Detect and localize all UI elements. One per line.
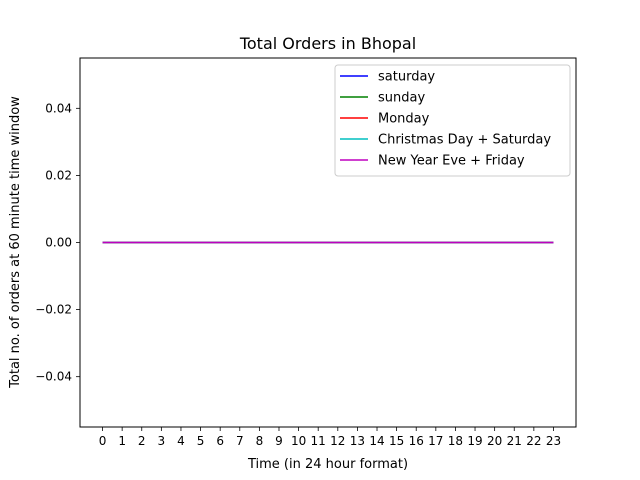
y-tick-label: 0.02 bbox=[45, 168, 72, 182]
x-tick-label: 7 bbox=[236, 434, 244, 448]
x-tick-label: 10 bbox=[291, 434, 306, 448]
x-tick-label: 12 bbox=[330, 434, 345, 448]
y-tick-label: −0.02 bbox=[35, 303, 72, 317]
legend-label: sunday bbox=[378, 91, 425, 106]
legend-label: Monday bbox=[378, 112, 430, 127]
x-tick-label: 19 bbox=[467, 434, 482, 448]
legend: saturday sunday Monday Christmas Day + Satu… bbox=[334, 64, 571, 177]
legend-box bbox=[334, 64, 571, 177]
x-tick-label: 5 bbox=[197, 434, 205, 448]
x-tick-label: 4 bbox=[177, 434, 185, 448]
x-tick-label: 18 bbox=[448, 434, 463, 448]
x-tick-label: 9 bbox=[275, 434, 283, 448]
x-tick-label: 8 bbox=[256, 434, 264, 448]
y-tick-label: −0.04 bbox=[35, 370, 72, 384]
x-tick-label: 14 bbox=[369, 434, 384, 448]
x-tick-label: 22 bbox=[526, 434, 541, 448]
x-tick-label: 3 bbox=[158, 434, 166, 448]
y-tick-label: 0.00 bbox=[45, 236, 72, 250]
legend-label: Christmas Day + Saturday bbox=[378, 133, 551, 148]
x-axis-label: Time (in 24 hour format) bbox=[247, 457, 408, 472]
y-tick-label: 0.04 bbox=[45, 101, 72, 115]
x-tick-label: 15 bbox=[389, 434, 404, 448]
y-axis-label: Total no. of orders at 60 minute time wi… bbox=[8, 96, 23, 389]
legend-label: New Year Eve + Friday bbox=[378, 154, 525, 169]
x-tick-label: 2 bbox=[138, 434, 146, 448]
x-tick-label: 23 bbox=[546, 434, 561, 448]
x-tick-label: 17 bbox=[428, 434, 443, 448]
x-tick-label: 1 bbox=[118, 434, 126, 448]
x-tick-label: 16 bbox=[409, 434, 424, 448]
y-axis-ticks: −0.04 −0.02 0.00 0.02 0.04 bbox=[35, 101, 80, 384]
x-tick-label: 20 bbox=[487, 434, 502, 448]
x-tick-label: 11 bbox=[311, 434, 326, 448]
chart-title: Total Orders in Bhopal bbox=[239, 34, 416, 53]
x-tick-label: 0 bbox=[99, 434, 107, 448]
x-axis-ticks: 0 1 2 3 4 5 6 7 8 9 10 11 12 13 14 15 16 17 18 19 20 21 22 23 bbox=[99, 427, 561, 448]
x-tick-label: 21 bbox=[507, 434, 522, 448]
x-tick-label: 13 bbox=[350, 434, 365, 448]
x-tick-label: 6 bbox=[216, 434, 224, 448]
legend-label: saturday bbox=[378, 70, 435, 85]
